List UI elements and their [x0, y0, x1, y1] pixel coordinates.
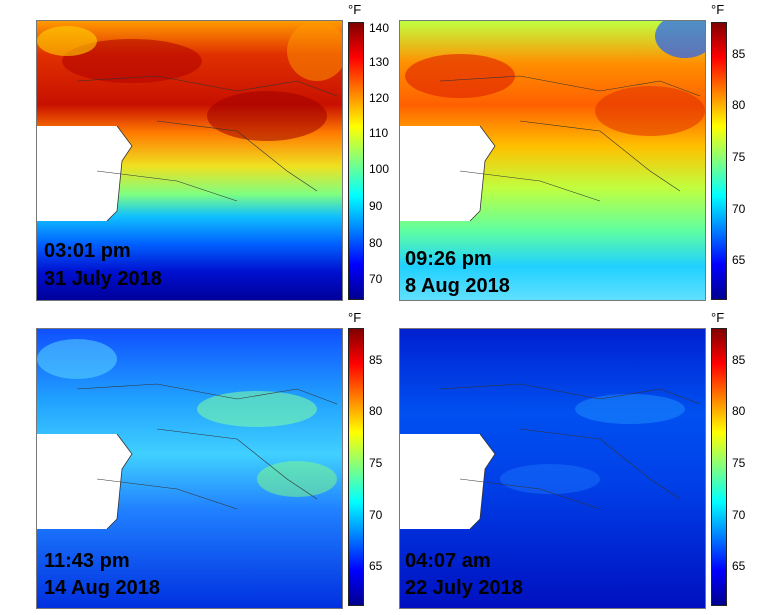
timestamp-date: 22 July 2018	[405, 577, 523, 599]
colorbar-tick: 80	[369, 236, 383, 250]
timestamp-date: 31 July 2018	[44, 268, 162, 290]
colorbar-tick: 75	[369, 456, 383, 470]
colorbar-unit: °F	[348, 2, 362, 17]
colorbar-tick: 85	[732, 353, 746, 367]
colorbar-tick: 65	[732, 253, 746, 267]
timestamp-date: 8 Aug 2018	[405, 275, 510, 297]
colorbar-tick: 80	[732, 404, 746, 418]
colorbar-unit: °F	[711, 2, 725, 17]
colorbar-tick: 80	[732, 98, 746, 112]
timestamp-time: 04:07 am	[405, 550, 491, 572]
colorbar-tick: 90	[369, 199, 383, 213]
timestamp-time: 09:26 pm	[405, 248, 492, 270]
heat-map-3	[36, 328, 343, 609]
timestamp-time: 11:43 pm	[44, 550, 130, 572]
colorbar-tick: 65	[732, 559, 746, 573]
colorbar-tick: 110	[369, 126, 389, 140]
colorbar-tick: 140	[369, 21, 390, 35]
heat-map-4	[399, 328, 706, 609]
colorbar-tick: 70	[732, 508, 746, 522]
colorbar-tick: 65	[369, 559, 383, 573]
timestamp-time: 03:01 pm	[44, 240, 131, 262]
colorbar	[711, 22, 727, 300]
colorbar	[348, 328, 364, 606]
colorbar-tick: 80	[369, 404, 383, 418]
colorbar-unit: °F	[348, 310, 362, 325]
colorbar-tick: 75	[732, 456, 746, 470]
colorbar-tick: 70	[369, 272, 383, 286]
colorbar	[348, 22, 364, 300]
colorbar-tick: 100	[369, 162, 390, 176]
colorbar-tick: 75	[732, 150, 746, 164]
colorbar-tick: 70	[369, 508, 383, 522]
colorbar-tick: 70	[732, 202, 746, 216]
colorbar	[711, 328, 727, 606]
timestamp-date: 14 Aug 2018	[44, 577, 160, 599]
colorbar-tick: 130	[369, 55, 390, 69]
colorbar-tick: 85	[732, 47, 746, 61]
colorbar-tick: 120	[369, 91, 390, 105]
heat-map-2	[399, 20, 706, 301]
heat-map-1	[36, 20, 343, 301]
colorbar-unit: °F	[711, 310, 725, 325]
colorbar-tick: 85	[369, 353, 383, 367]
